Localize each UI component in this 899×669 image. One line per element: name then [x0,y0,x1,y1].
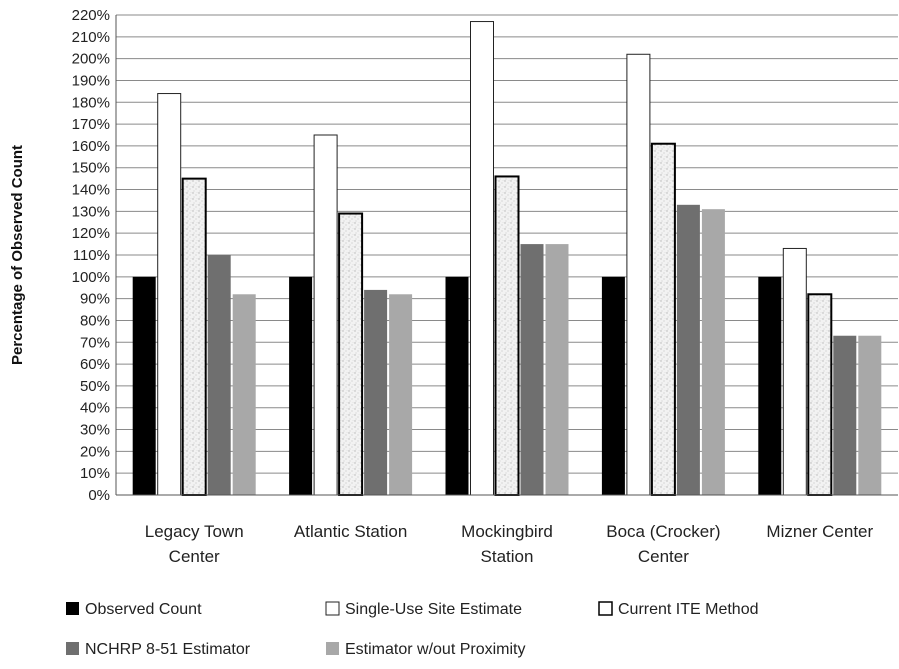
legend-label: Observed Count [85,601,202,618]
bar [470,21,494,496]
bar [313,134,338,496]
legend-swatch [325,601,340,616]
legend-swatch [66,602,79,615]
y-tick-label: 110% [73,247,110,264]
bar [601,276,625,495]
legend-label: NCHRP 8-51 Estimator [85,641,251,658]
legend-label: Estimator w/out Proximity [345,641,525,658]
legend-label: Current ITE Method [618,601,759,618]
y-tick-label: 0% [88,487,110,504]
bar [181,177,207,497]
bar [782,247,807,496]
legend-label: Single-Use Site Estimate [345,601,522,618]
y-tick-label: 140% [72,182,110,199]
y-tick-label: 190% [72,72,110,89]
bar [858,335,882,495]
bars [132,21,882,497]
bar [132,276,156,495]
bar [758,276,782,495]
bar [676,204,700,495]
x-category-label: Mockingbird Station [461,522,553,566]
bar [389,294,413,495]
y-tick-label: 20% [80,443,110,460]
x-category-label: Boca (Crocker) Center [606,522,720,566]
bar [157,93,182,496]
y-tick-label: 10% [80,465,110,482]
y-tick-label: 160% [72,138,110,155]
bar [445,276,469,495]
bar [520,244,544,495]
bar [364,289,388,495]
bar [650,142,676,497]
bar [232,294,256,495]
legend-swatch [598,601,613,616]
bar [338,212,364,497]
bar [289,276,313,495]
y-tick-label: 180% [72,94,110,111]
bar [807,293,833,497]
x-category-label: Atlantic Station [294,522,407,541]
y-tick-label: 70% [80,334,110,351]
y-tick-label: 90% [80,291,110,308]
y-tick-label: 100% [72,269,110,286]
y-tick-label: 150% [72,160,110,177]
bar [626,53,651,496]
legend-swatch [326,642,339,655]
x-category-label: Legacy Town Center [145,522,244,566]
y-tick-label: 80% [80,312,110,329]
bar [207,255,231,495]
y-tick-label: 40% [80,400,110,417]
axes [115,15,898,496]
y-tick-label: 120% [72,225,110,242]
y-tick-label: 30% [80,422,110,439]
legend-swatch [66,642,79,655]
bar [833,335,857,495]
y-tick-label: 200% [72,51,110,68]
x-axis-category-labels: Legacy Town Center Atlantic Station Mocking… [145,522,874,566]
bar [494,175,520,496]
y-tick-label: 60% [80,356,110,373]
y-tick-label: 130% [72,203,110,220]
y-tick-label: 50% [80,378,110,395]
bar [701,209,725,495]
bar [545,244,569,495]
legend: Observed Count Single-Use Site Estimate Cu… [66,601,759,658]
y-axis-title: Percentage of Observed Count [9,145,26,365]
x-category-label: Mizner Center [766,522,873,541]
y-axis-ticks: 0% 10% 20% 30% 40% 50% 60% 70% 80% 90% 100% 110% 120… [72,7,110,504]
y-tick-label: 210% [72,29,110,46]
y-tick-label: 220% [72,7,110,24]
y-tick-label: 170% [72,116,110,133]
